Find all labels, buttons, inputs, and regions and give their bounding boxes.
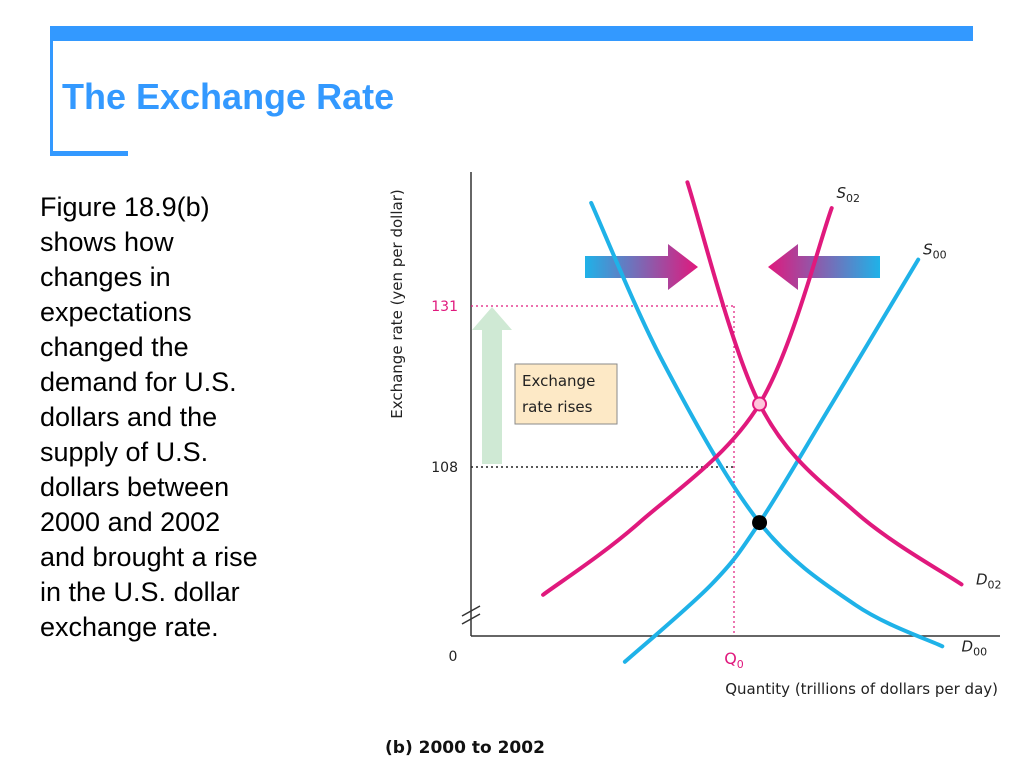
body-line: dollars and the <box>40 402 218 432</box>
curve-label-s02: S02 <box>836 184 860 205</box>
axis-break-icon <box>461 605 481 625</box>
chart-caption: (b) 2000 to 2002 <box>385 738 545 758</box>
demand-shift-arrow-icon <box>585 244 698 290</box>
title-accent-bar <box>50 26 973 41</box>
curve-s00 <box>622 257 921 664</box>
curve-label-s00: S00 <box>923 240 947 261</box>
body-line: expectations <box>40 297 192 327</box>
body-line: Figure 18.9(b) <box>40 192 210 222</box>
y-axis-label: Exchange rate (yen per dollar) <box>388 189 406 418</box>
body-line: and brought a rise <box>40 542 258 572</box>
equilibrium-point-131 <box>752 396 768 412</box>
body-line: 2000 and 2002 <box>40 507 221 537</box>
curve-d02 <box>685 180 964 587</box>
body-line: changed the <box>40 332 189 362</box>
body-line: shows how <box>40 227 174 257</box>
curve-label-d02: D02 <box>976 570 1002 591</box>
body-line: in the U.S. dollar <box>40 577 240 607</box>
annotation-line-1: Exchange <box>522 372 595 390</box>
body-line: dollars between <box>40 472 230 502</box>
x-axis-label: Quantity (trillions of dollars per day) <box>725 680 998 698</box>
title-accent-underline <box>50 151 128 156</box>
rise-arrow-icon <box>472 307 512 464</box>
supply-shift-arrow-icon <box>768 244 880 290</box>
title-accent-side-line <box>50 26 53 156</box>
y-tick-label-108: 108 <box>431 460 458 476</box>
body-line: exchange rate. <box>40 612 219 642</box>
annotation-line-2: rate rises <box>522 398 593 416</box>
y-tick-label-131: 131 <box>431 299 458 315</box>
curve-s02 <box>541 206 834 597</box>
body-line: supply of U.S. <box>40 437 209 467</box>
body-line: changes in <box>40 262 171 292</box>
slide-title: The Exchange Rate <box>62 76 395 117</box>
body-line: demand for U.S. <box>40 367 237 397</box>
origin-label: 0 <box>449 649 458 665</box>
body-text: Figure 18.9(b) shows how changes in expe… <box>40 190 340 645</box>
curve-d00 <box>589 200 945 649</box>
curve-label-d00: D00 <box>962 637 988 658</box>
equilibrium-point-108 <box>752 515 768 531</box>
annotation-box <box>514 363 618 425</box>
x-tick-label-q0: Q0 <box>724 649 744 671</box>
